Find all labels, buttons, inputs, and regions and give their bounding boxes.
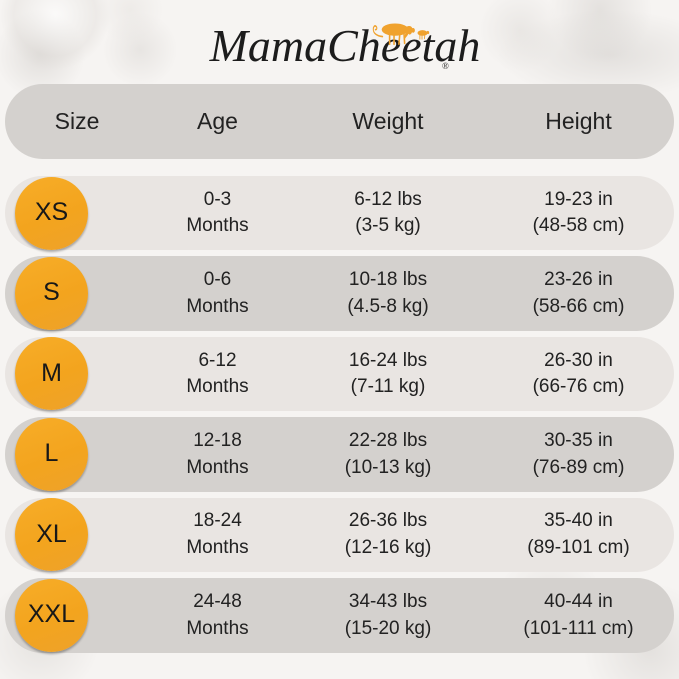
svg-text:®: ® <box>442 61 449 71</box>
svg-text:MamaCheetah: MamaCheetah <box>209 20 481 71</box>
